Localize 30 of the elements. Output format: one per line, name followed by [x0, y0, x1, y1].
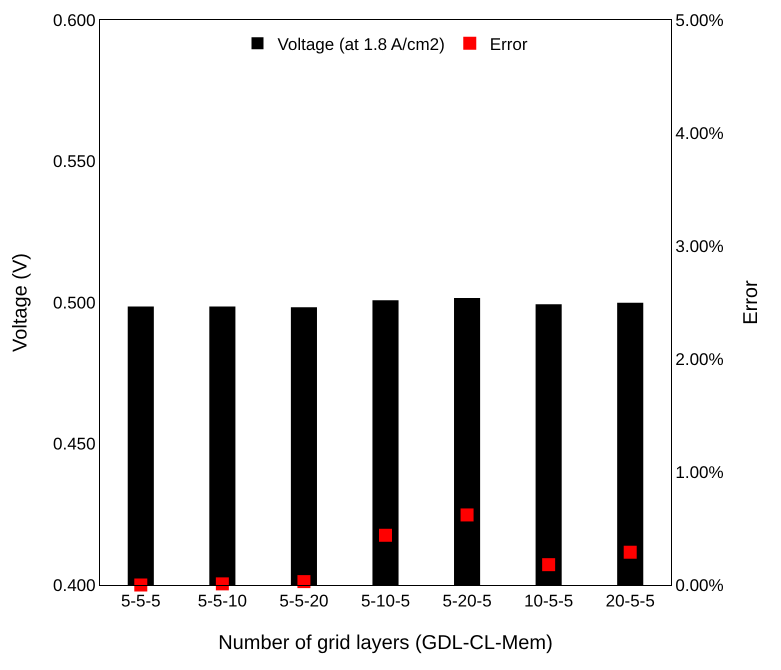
y-tick-label: 0.400: [53, 576, 96, 595]
y-tick-label: 0.600: [53, 10, 96, 30]
x-tick-label: 5-20-5: [442, 591, 492, 610]
legend-label: Voltage (at 1.8 A/cm2): [278, 34, 445, 54]
x-tick-label: 5-5-5: [120, 591, 161, 610]
y-tick-label: 0.500: [53, 293, 96, 312]
y2-tick-label: 3.00%: [675, 236, 724, 256]
y2-tick-label: 5.00%: [675, 10, 724, 30]
point: [460, 508, 474, 522]
y2-tick-label: 0.00%: [675, 576, 724, 595]
x-axis-title: Number of grid layers (GDL-CL-Mem): [218, 632, 553, 654]
y-axis-title: Voltage (V): [10, 253, 32, 352]
point: [624, 546, 637, 559]
x-tick-label: 5-5-10: [198, 591, 247, 610]
y-tick-label: 0.450: [53, 434, 96, 454]
y2-axis-title: Error: [740, 280, 762, 325]
point: [542, 558, 556, 572]
point: [379, 528, 392, 542]
y-tick-label: 0.550: [53, 152, 96, 172]
legend-label: Error: [490, 34, 528, 54]
point: [216, 577, 229, 590]
y2-tick-label: 1.00%: [675, 462, 724, 482]
x-tick-label: 10-5-5: [524, 591, 574, 610]
x-tick-label: 5-5-20: [279, 591, 328, 610]
y2-tick-label: 2.00%: [675, 350, 724, 369]
x-tick-label: 5-10-5: [360, 591, 410, 610]
x-tick-label: 20-5-5: [606, 591, 655, 610]
y2-tick-label: 4.00%: [675, 124, 724, 143]
point: [297, 575, 310, 588]
point: [134, 578, 148, 592]
